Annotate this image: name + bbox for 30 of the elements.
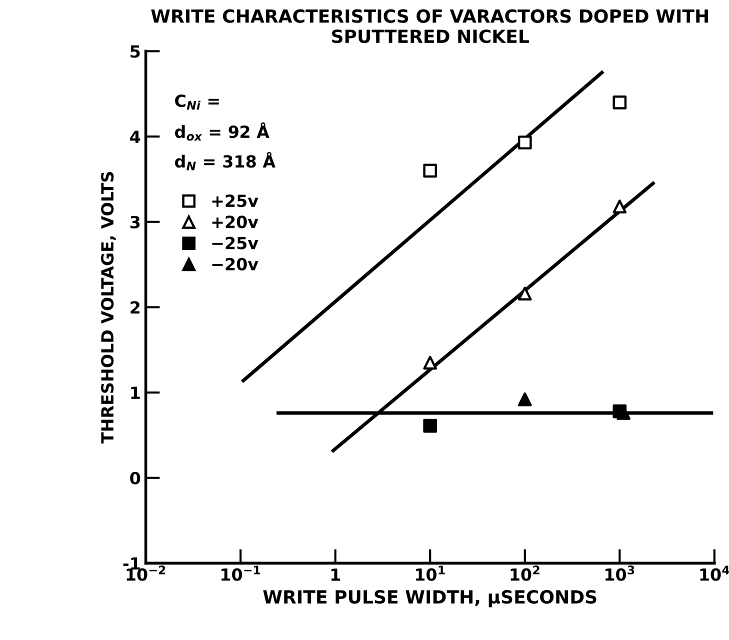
annotation: C$_{Ni}$ = [175, 94, 219, 110]
legend-label: +25v [212, 194, 258, 208]
x-tick-label: 1 [331, 568, 340, 581]
point [612, 95, 627, 110]
x-tick-label: 10$^{3}$ [606, 566, 634, 581]
point [423, 356, 438, 370]
x-tick-label: 10$^{−1}$ [222, 566, 260, 581]
y-tick-label: 4 [130, 130, 140, 143]
y-tick-label: -1 [123, 557, 140, 570]
x-tick-label: 10$^{2}$ [510, 566, 540, 581]
point [423, 418, 438, 433]
chart-title: WRITE CHARACTERISTICS OF VARACTORS DOPED WITH SPUTTERED NICKEL [151, 9, 708, 44]
point [518, 286, 532, 300]
y-axis-title: THRESHOLD VOLTAGE, VOLTS [101, 172, 116, 444]
annotation: d$_{ox}$ = 92 Å [174, 122, 270, 141]
y-tick-label: 2 [130, 301, 140, 314]
x-axis-title: WRITE PULSE WIDTH, μSECONDS [263, 590, 596, 608]
y-tick-label: 5 [130, 45, 140, 58]
annotation: d$_{N}$ = 318 Å [174, 152, 276, 170]
point [423, 164, 438, 178]
y-tick-label: 1 [131, 386, 140, 399]
point [518, 136, 532, 150]
x-tick-label: 10$^{4}$ [700, 566, 729, 581]
legend-label: −20v [212, 258, 258, 270]
legend-label: +20v [212, 216, 258, 228]
legend-label: −25v [212, 236, 258, 250]
point [612, 200, 627, 214]
y-tick-label: 0 [130, 472, 140, 484]
y-tick-label: 3 [130, 216, 140, 228]
x-tick-label: 10$^{1}$ [416, 566, 445, 581]
